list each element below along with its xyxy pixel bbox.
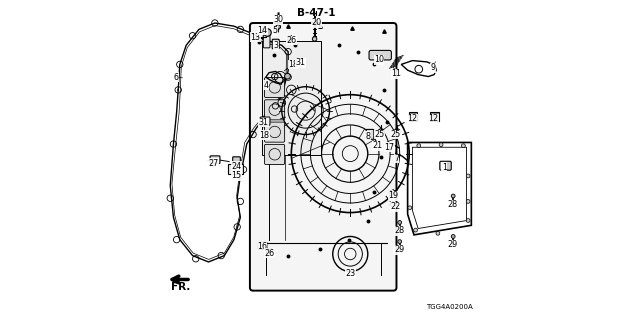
Text: 30: 30 (273, 15, 283, 24)
Text: 12: 12 (407, 114, 417, 123)
Circle shape (467, 219, 470, 222)
Text: 28: 28 (447, 200, 458, 209)
Text: 10: 10 (374, 55, 384, 64)
FancyBboxPatch shape (233, 157, 241, 164)
Text: B-47-1: B-47-1 (297, 8, 335, 18)
Text: 23: 23 (345, 268, 355, 278)
Circle shape (417, 144, 420, 148)
FancyBboxPatch shape (228, 164, 243, 174)
FancyBboxPatch shape (264, 122, 285, 142)
Circle shape (273, 28, 278, 33)
FancyBboxPatch shape (408, 112, 417, 122)
Circle shape (264, 29, 271, 36)
Text: 26: 26 (286, 36, 296, 45)
Text: 16: 16 (257, 242, 267, 251)
Text: 9: 9 (431, 63, 436, 72)
Circle shape (276, 25, 280, 29)
Circle shape (451, 235, 455, 238)
FancyBboxPatch shape (440, 161, 451, 170)
Text: 18: 18 (288, 60, 298, 69)
Text: 14: 14 (258, 26, 268, 35)
FancyBboxPatch shape (264, 100, 285, 120)
FancyBboxPatch shape (264, 144, 285, 164)
Text: 31: 31 (296, 58, 306, 67)
Circle shape (397, 240, 401, 244)
Text: 13: 13 (251, 33, 260, 42)
Text: 17: 17 (385, 143, 394, 152)
Circle shape (451, 194, 455, 198)
FancyBboxPatch shape (429, 112, 438, 122)
Text: 5: 5 (273, 27, 278, 36)
Text: 1: 1 (442, 163, 447, 172)
Text: 11: 11 (392, 69, 401, 78)
Text: 29: 29 (394, 245, 404, 254)
FancyBboxPatch shape (366, 129, 374, 139)
Circle shape (413, 228, 417, 232)
Text: 12: 12 (428, 114, 438, 123)
FancyBboxPatch shape (369, 50, 392, 60)
Text: 22: 22 (390, 202, 401, 211)
FancyBboxPatch shape (258, 242, 267, 250)
Text: 26: 26 (264, 249, 275, 258)
Text: 25: 25 (375, 130, 385, 139)
Circle shape (397, 220, 401, 224)
Circle shape (390, 202, 395, 207)
Circle shape (312, 37, 317, 41)
Text: 6: 6 (173, 73, 179, 82)
FancyBboxPatch shape (264, 77, 285, 98)
Text: 3: 3 (273, 41, 278, 51)
Text: 28: 28 (394, 226, 404, 235)
Circle shape (287, 37, 292, 42)
Text: 4: 4 (263, 81, 268, 90)
Text: 31: 31 (259, 118, 268, 127)
Circle shape (261, 123, 265, 127)
Text: 25: 25 (390, 130, 401, 139)
FancyBboxPatch shape (210, 156, 220, 164)
Text: 24: 24 (232, 162, 241, 171)
Text: 7: 7 (394, 154, 399, 163)
Circle shape (408, 206, 412, 210)
Text: 19: 19 (388, 191, 398, 200)
Text: 27: 27 (208, 159, 218, 168)
Text: 8: 8 (365, 132, 371, 140)
Circle shape (461, 144, 465, 148)
FancyBboxPatch shape (260, 117, 270, 125)
Text: 15: 15 (232, 172, 241, 180)
Circle shape (436, 231, 440, 235)
FancyBboxPatch shape (250, 23, 396, 291)
FancyBboxPatch shape (263, 34, 270, 48)
Text: TGG4A0200A: TGG4A0200A (426, 304, 473, 310)
Text: 21: 21 (372, 141, 383, 150)
Circle shape (268, 249, 273, 253)
FancyBboxPatch shape (272, 39, 279, 49)
Circle shape (467, 199, 470, 203)
Circle shape (388, 191, 393, 196)
Circle shape (285, 73, 291, 79)
Text: 29: 29 (447, 240, 458, 249)
Circle shape (467, 174, 470, 178)
Circle shape (439, 143, 443, 147)
Text: 18: 18 (259, 131, 269, 140)
Text: 20: 20 (312, 19, 322, 28)
FancyBboxPatch shape (262, 41, 321, 155)
Text: FR.: FR. (171, 282, 190, 292)
